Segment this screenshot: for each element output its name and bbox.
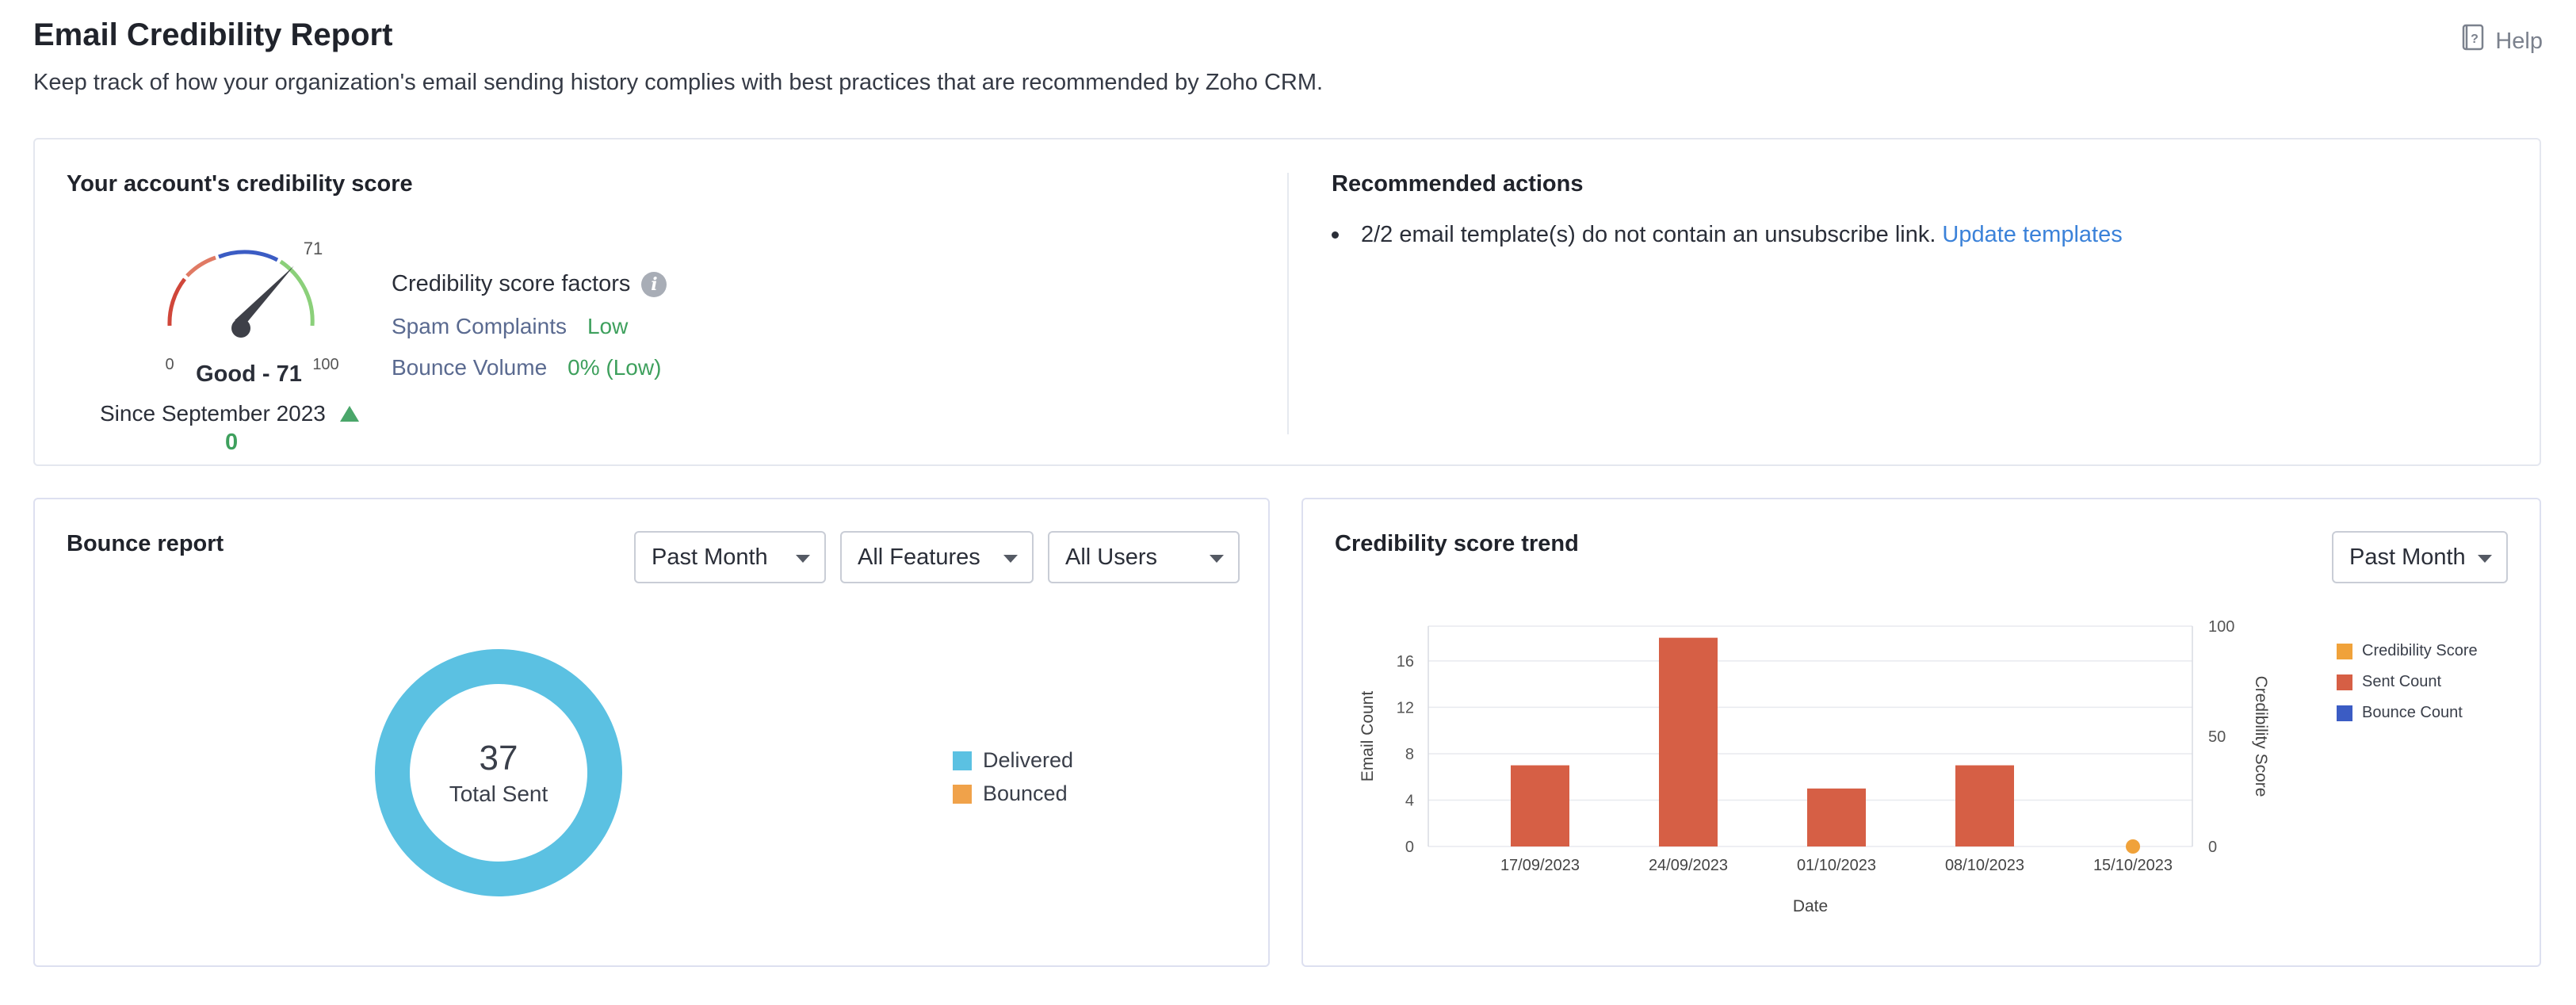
period-select-value: Past Month [652,544,768,570]
legend-item-sent-count[interactable]: Sent Count [2337,673,2441,691]
users-select[interactable]: All Users [1048,531,1240,583]
legend-item-bounce-count[interactable]: Bounce Count [2337,704,2463,722]
donut-center: 37 Total Sent [368,642,629,904]
help-link[interactable]: ? Help [2460,24,2543,59]
up-triangle-icon [339,406,359,422]
y-tick-label: 8 [1405,746,1414,763]
features-select-value: All Features [858,544,980,570]
score-card-title: Your account's credibility score [67,171,413,197]
factors-title: Credibility score factors i [392,271,667,297]
page-title: Email Credibility Report [33,17,393,52]
bar-sent-count[interactable] [1659,637,1718,846]
factors-title-label: Credibility score factors [392,271,631,296]
legend-label: Sent Count [2362,673,2442,690]
help-label: Help [2495,28,2543,54]
chevron-down-icon [1210,555,1224,563]
trend-period-select[interactable]: Past Month [2332,531,2508,583]
bullet [1332,231,1339,239]
legend-item-credibility-score[interactable]: Credibility Score [2337,642,2478,660]
recommended-item-text: 2/2 email template(s) do not contain an … [1361,222,1936,247]
donut-total-label: Total Sent [449,781,548,806]
chevron-down-icon [2478,555,2492,563]
y-tick-label: 16 [1397,653,1414,671]
features-select[interactable]: All Features [840,531,1034,583]
legend-item-delivered[interactable]: Delivered [953,748,1073,773]
bar-sent-count[interactable] [1807,788,1866,846]
x-tick-label: 15/10/2023 [2093,857,2173,874]
credibility-trend-chart: 0 4 8 12 16 0 50 100 Email Count Credibility Scor… [1359,618,2270,915]
x-tick-label: 08/10/2023 [1945,857,2024,874]
y2-axis-title: Credibility Score [2252,676,2270,797]
y2-tick-label: 100 [2208,618,2234,636]
x-tick-label: 01/10/2023 [1797,857,1876,874]
chevron-down-icon [1003,555,1018,563]
bounce-report-card: Bounce report Past Month All Features Al… [33,498,1270,967]
gauge-max-label: 100 [312,356,338,373]
score-text: Good - 71 [196,361,302,387]
recommended-title: Recommended actions [1332,171,1584,197]
legend-swatch [2337,705,2352,721]
info-icon[interactable]: i [641,271,667,297]
chevron-down-icon [796,555,810,563]
y2-tick-label: 0 [2208,839,2217,856]
legend-item-bounced[interactable]: Bounced [953,781,1068,806]
legend-label: Delivered [983,748,1074,772]
donut-total: 37 [479,739,518,778]
legend-swatch [953,784,972,804]
legend-label: Credibility Score [2362,642,2478,659]
factor-label: Spam Complaints [392,314,567,338]
update-templates-link[interactable]: Update templates [1942,222,2123,247]
credibility-gauge: 0 100 71 [122,211,360,393]
factor-spam-complaints: Spam Complaints Low [392,314,628,339]
since-label: Since September 2023 [100,401,326,426]
credibility-score-card: Your account's credibility score 0 100 7… [33,138,2541,466]
legend-swatch [2337,674,2352,690]
help-icon: ? [2460,24,2487,59]
legend-label: Bounce Count [2362,704,2463,721]
divider [1287,173,1289,434]
bar-sent-count[interactable] [1511,765,1569,846]
factor-bounce-volume: Bounce Volume 0% (Low) [392,355,661,380]
gauge-min-label: 0 [165,356,174,373]
y-tick-label: 12 [1397,699,1414,716]
factor-label: Bounce Volume [392,355,548,380]
score-delta: 0 [225,430,239,455]
credibility-trend-card: Credibility score trend Past Month 0 4 8 12… [1301,498,2541,967]
x-axis-title: Date [1793,897,1828,915]
factor-value: 0% (Low) [568,355,662,380]
point-credibility-score[interactable] [2126,839,2140,854]
y2-tick-label: 50 [2208,728,2226,746]
factor-value: Low [587,314,629,338]
y-tick-label: 4 [1405,792,1414,809]
period-select[interactable]: Past Month [634,531,826,583]
users-select-value: All Users [1065,544,1158,570]
gauge-value-label: 71 [304,239,323,258]
since-row: Since September 2023 [100,401,359,426]
legend-swatch [953,751,972,770]
legend-label: Bounced [983,781,1068,805]
bounce-report-title: Bounce report [67,531,224,556]
bar-sent-count[interactable] [1955,765,2014,846]
y-tick-label: 0 [1405,839,1414,856]
x-tick-label: 24/09/2023 [1649,857,1728,874]
trend-period-value: Past Month [2349,544,2466,570]
page-subtitle: Keep track of how your organization's em… [33,70,1324,95]
y-axis-title: Email Count [1359,691,1377,782]
trend-title: Credibility score trend [1335,531,1579,556]
svg-text:?: ? [2471,32,2479,46]
recommended-item: 2/2 email template(s) do not contain an … [1332,222,2123,248]
legend-swatch [2337,643,2352,659]
bounce-donut-chart: 37 Total Sent [368,642,629,904]
donut-slice-delivered[interactable] [375,649,622,896]
x-tick-label: 17/09/2023 [1500,857,1580,874]
